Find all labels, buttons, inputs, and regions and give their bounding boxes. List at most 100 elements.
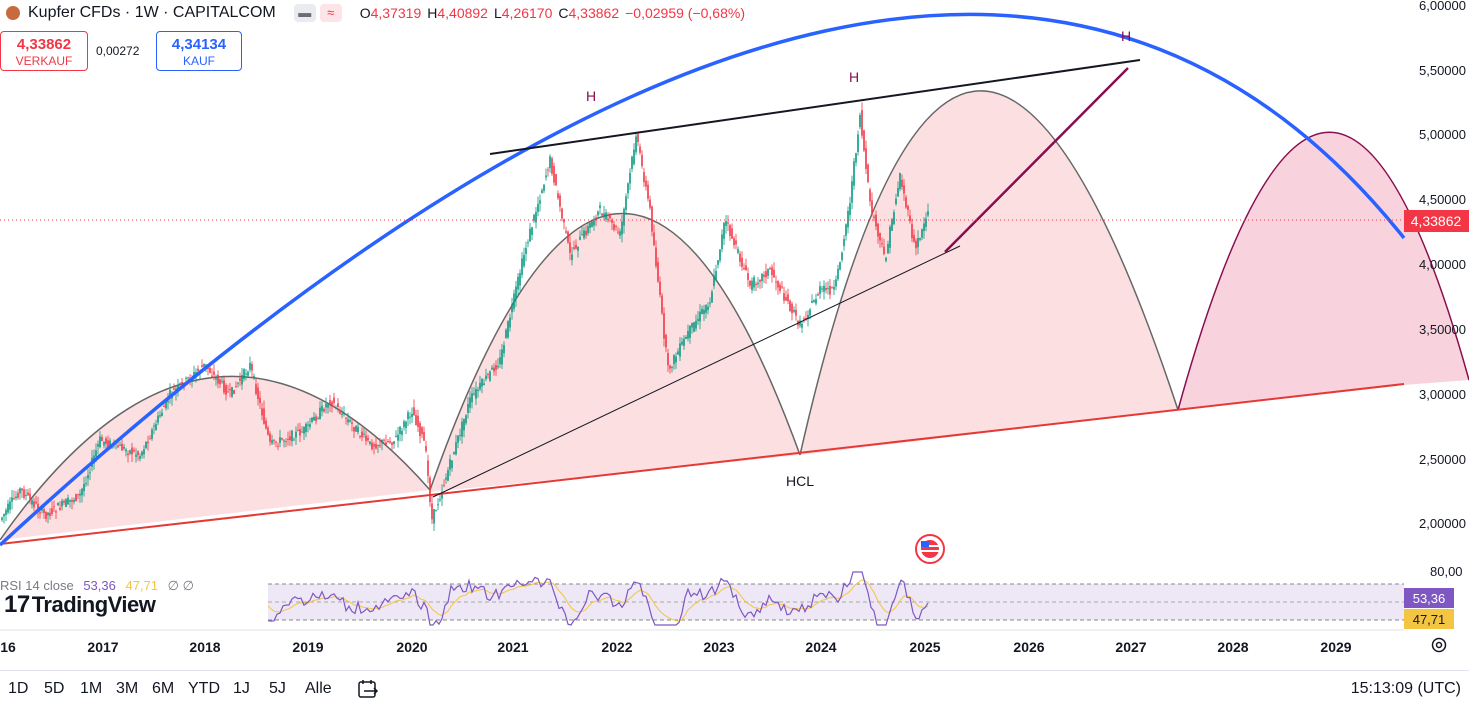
candle-body bbox=[913, 235, 915, 242]
cup-outline-3 bbox=[799, 90, 1179, 456]
candle-body bbox=[833, 286, 835, 290]
candle-body bbox=[461, 421, 463, 437]
candle-body bbox=[85, 483, 87, 485]
gear-icon[interactable] bbox=[1430, 636, 1448, 654]
time-tick-label: 2019 bbox=[292, 639, 323, 655]
rsi-legend[interactable]: RSI 14 close 53,36 47,71 ∅ ∅ bbox=[0, 578, 200, 594]
candle-body bbox=[459, 435, 461, 437]
range-button-1m[interactable]: 1M bbox=[80, 680, 103, 697]
candle-body bbox=[641, 154, 643, 167]
range-button-3m[interactable]: 3M bbox=[116, 680, 139, 697]
candle-body bbox=[55, 511, 57, 513]
candle-body bbox=[373, 444, 375, 447]
candle-body bbox=[595, 217, 597, 221]
compare-icon[interactable]: ≈ bbox=[319, 4, 342, 22]
chart-canvas[interactable]: H H H HCL 6,00000 5,50000 5,00000 4,50000 4,… bbox=[0, 0, 1469, 670]
candle-body bbox=[353, 427, 355, 432]
candle-body bbox=[477, 389, 479, 392]
candle-body bbox=[799, 320, 801, 326]
candle-body bbox=[549, 156, 551, 169]
candle-body bbox=[235, 386, 237, 388]
candle-body bbox=[103, 441, 105, 446]
candle-body bbox=[767, 269, 769, 276]
candle-body bbox=[803, 318, 805, 320]
candle-body bbox=[441, 491, 443, 499]
candle-body bbox=[801, 323, 803, 328]
support-trendline[interactable] bbox=[0, 383, 1405, 545]
candle-body bbox=[291, 430, 293, 442]
candle-body bbox=[475, 388, 477, 399]
candle-body bbox=[333, 397, 335, 403]
candle-body bbox=[659, 281, 661, 295]
candle-body bbox=[743, 267, 745, 270]
buy-button[interactable]: 4,34134 KAUF bbox=[156, 31, 242, 71]
time-axis[interactable]: 16 2017 2018 2019 2020 2021 2022 2023 2024 2025 20… bbox=[0, 639, 1352, 655]
candle-body bbox=[545, 175, 547, 178]
candle-body bbox=[45, 511, 47, 519]
candle-body bbox=[157, 415, 159, 423]
candle-body bbox=[313, 416, 315, 421]
neckline[interactable] bbox=[489, 59, 1141, 155]
candle-body bbox=[911, 224, 913, 239]
price-axis[interactable]: 6,00000 5,50000 5,00000 4,50000 4,00000 3,500… bbox=[1419, 0, 1466, 531]
tradingview-logo[interactable]: 17TradingView bbox=[4, 591, 156, 618]
inner-trendline[interactable] bbox=[432, 245, 961, 498]
candle-body bbox=[295, 431, 297, 438]
candle-body bbox=[39, 512, 41, 514]
range-button-5d[interactable]: 5D bbox=[44, 680, 65, 697]
candle-body bbox=[421, 427, 423, 435]
candle-body bbox=[405, 421, 407, 428]
candle-body bbox=[853, 161, 855, 186]
candle-body bbox=[669, 365, 671, 369]
candle-body bbox=[445, 477, 447, 480]
candle-body bbox=[325, 403, 327, 408]
utc-clock[interactable]: 15:13:09 (UTC) bbox=[1350, 680, 1461, 697]
candle-body bbox=[535, 211, 537, 223]
candle-body bbox=[857, 134, 859, 153]
candle-body bbox=[633, 149, 635, 165]
candle-body bbox=[73, 499, 75, 502]
sell-button[interactable]: 4,33862 VERKAUF bbox=[0, 31, 88, 71]
candle-body bbox=[909, 215, 911, 222]
candle-body bbox=[729, 225, 731, 236]
candle-body bbox=[109, 440, 111, 447]
symbol-title[interactable]: Kupfer CFDs · 1W · CAPITALCOM bbox=[28, 4, 276, 21]
candle-body bbox=[789, 300, 791, 312]
range-button-alle[interactable]: Alle bbox=[305, 680, 332, 697]
candle-body bbox=[329, 400, 331, 405]
candle-body bbox=[635, 136, 637, 153]
candle-body bbox=[411, 413, 413, 418]
range-button-6m[interactable]: 6M bbox=[152, 680, 175, 697]
candle-body bbox=[667, 353, 669, 366]
ohlc-item: L4,26170 bbox=[493, 5, 553, 21]
candle-body bbox=[615, 225, 617, 227]
range-button-5j[interactable]: 5J bbox=[269, 680, 286, 697]
candle-body bbox=[193, 371, 195, 376]
range-button-1d[interactable]: 1D bbox=[8, 680, 29, 697]
flag-us-icon[interactable] bbox=[915, 534, 945, 564]
projection-line[interactable] bbox=[944, 67, 1129, 253]
candle-body bbox=[377, 445, 379, 447]
range-button-ytd[interactable]: YTD bbox=[188, 680, 220, 697]
hide-icon[interactable]: ▬ bbox=[293, 4, 316, 22]
label-h2: H bbox=[849, 69, 859, 85]
time-tick-label: 2017 bbox=[87, 639, 118, 655]
candle-body bbox=[731, 228, 733, 239]
candle-body bbox=[901, 179, 903, 188]
candle-body bbox=[791, 303, 793, 314]
great-arc[interactable] bbox=[0, 12, 1406, 547]
candle-body bbox=[701, 308, 703, 314]
calendar-goto-icon[interactable] bbox=[357, 679, 379, 699]
candle-body bbox=[343, 412, 345, 415]
candle-body bbox=[135, 454, 137, 457]
candle-body bbox=[285, 441, 287, 443]
range-button-1j[interactable]: 1J bbox=[233, 680, 250, 697]
candle-body bbox=[775, 281, 777, 283]
candle-body bbox=[523, 254, 525, 267]
candle-body bbox=[463, 418, 465, 431]
candle-body bbox=[585, 230, 587, 236]
candle-body bbox=[253, 376, 255, 378]
candle-body bbox=[651, 206, 653, 232]
candle-body bbox=[709, 302, 711, 304]
candle-body bbox=[7, 503, 9, 513]
